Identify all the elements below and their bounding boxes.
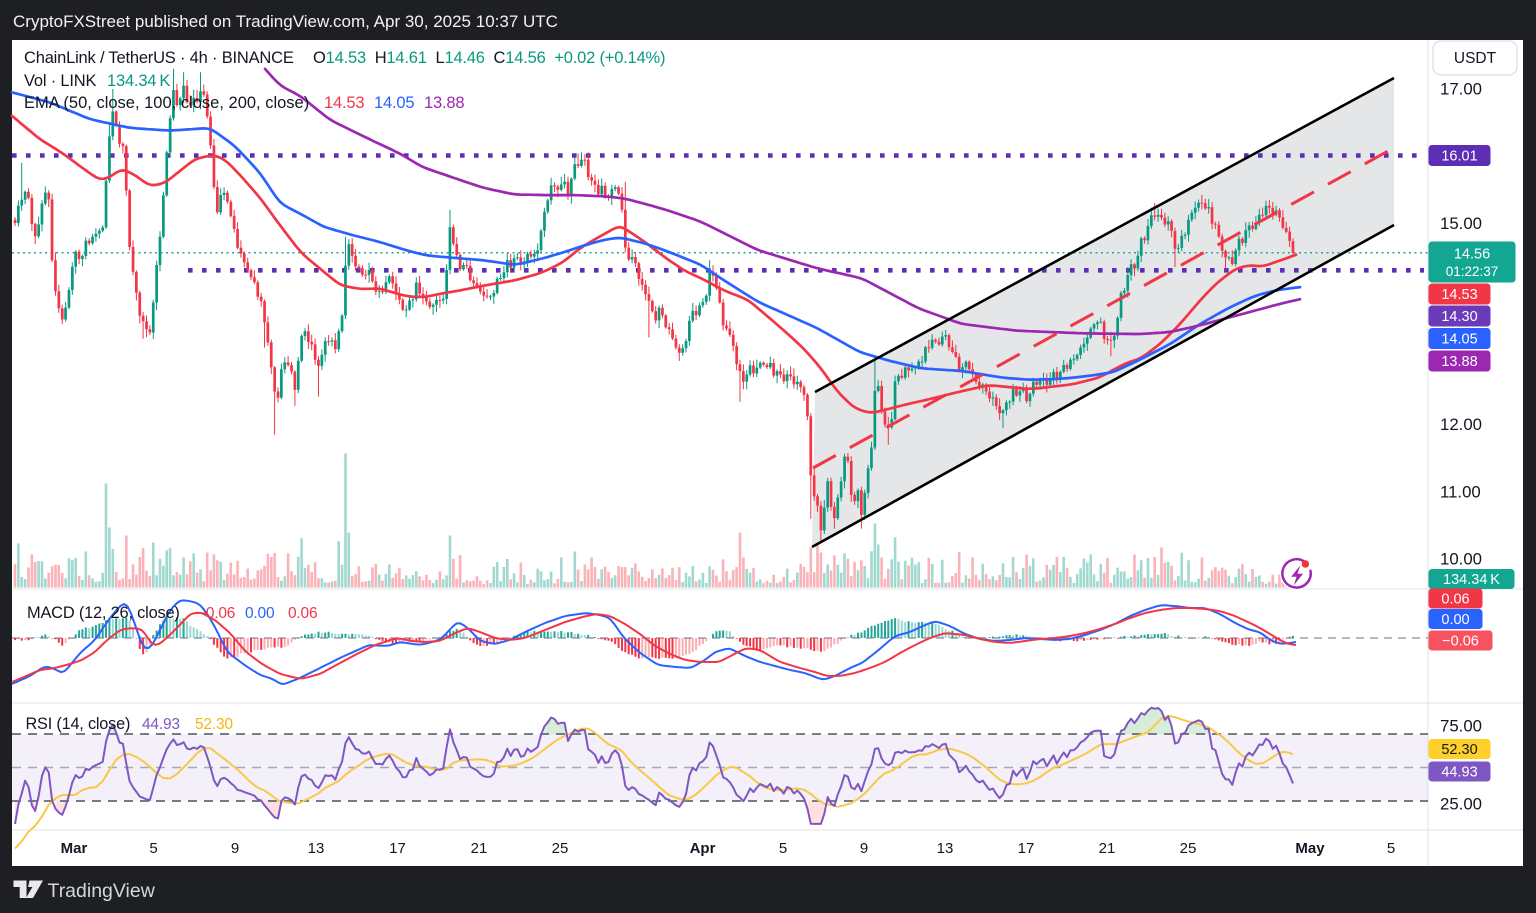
svg-text:0.00: 0.00 bbox=[1441, 612, 1469, 628]
svg-text:−0.06: −0.06 bbox=[1442, 634, 1479, 650]
svg-text:44.93: 44.93 bbox=[142, 716, 180, 733]
svg-text:12.00: 12.00 bbox=[1440, 415, 1482, 434]
svg-text:14.05: 14.05 bbox=[374, 94, 414, 112]
svg-text:5: 5 bbox=[149, 840, 157, 857]
svg-text:Vol · LINK: Vol · LINK bbox=[24, 72, 96, 90]
svg-text:CryptoFXStreet published on Tr: CryptoFXStreet published on TradingView.… bbox=[13, 12, 558, 31]
svg-text:9: 9 bbox=[231, 840, 239, 857]
svg-text:MACD (12, 26, close): MACD (12, 26, close) bbox=[27, 604, 180, 622]
svg-text:10.00: 10.00 bbox=[1440, 550, 1482, 569]
svg-text:25: 25 bbox=[552, 840, 569, 857]
svg-text:44.93: 44.93 bbox=[1441, 765, 1477, 781]
svg-text:25.00: 25.00 bbox=[1440, 795, 1482, 814]
svg-text:5: 5 bbox=[779, 840, 787, 857]
svg-text:USDT: USDT bbox=[1454, 50, 1497, 67]
svg-text:21: 21 bbox=[1099, 840, 1116, 857]
svg-text:O14.53 H14.61 L14.46 C14.56: O14.53 H14.61 L14.46 C14.56 +0.02 (+0.14… bbox=[313, 49, 665, 67]
svg-text:0.06: 0.06 bbox=[288, 605, 317, 622]
svg-text:14.30: 14.30 bbox=[1441, 309, 1477, 325]
svg-text:EMA (50, close, 100, close, 20: EMA (50, close, 100, close, 200, close) bbox=[24, 94, 309, 112]
svg-text:17: 17 bbox=[1018, 840, 1035, 857]
svg-text:17.00: 17.00 bbox=[1440, 80, 1482, 99]
svg-text:16.01: 16.01 bbox=[1441, 149, 1477, 165]
svg-text:0.06: 0.06 bbox=[1441, 592, 1469, 608]
svg-text:13.88: 13.88 bbox=[1441, 354, 1477, 370]
svg-text:ChainLink / TetherUS · 4h · BI: ChainLink / TetherUS · 4h · BINANCE bbox=[24, 49, 294, 67]
svg-text:14.53: 14.53 bbox=[1441, 287, 1477, 303]
svg-text:5: 5 bbox=[1387, 840, 1395, 857]
svg-text:52.30: 52.30 bbox=[195, 716, 233, 733]
svg-text:21: 21 bbox=[471, 840, 488, 857]
svg-text:RSI (14, close): RSI (14, close) bbox=[26, 715, 131, 733]
svg-text:9: 9 bbox=[860, 840, 868, 857]
svg-text:13: 13 bbox=[937, 840, 954, 857]
svg-text:01:22:37: 01:22:37 bbox=[1446, 264, 1499, 279]
svg-text:25: 25 bbox=[1180, 840, 1197, 857]
svg-text:Apr: Apr bbox=[690, 840, 716, 857]
svg-text:14.05: 14.05 bbox=[1441, 332, 1477, 348]
svg-text:−0.06: −0.06 bbox=[197, 605, 235, 622]
svg-text:134.34 K: 134.34 K bbox=[107, 72, 170, 90]
svg-text:13.88: 13.88 bbox=[424, 94, 464, 112]
svg-text:11.00: 11.00 bbox=[1440, 482, 1481, 501]
svg-text:0.00: 0.00 bbox=[245, 605, 275, 622]
svg-text:15.00: 15.00 bbox=[1440, 214, 1482, 233]
svg-text:14.53: 14.53 bbox=[324, 94, 364, 112]
svg-text:13: 13 bbox=[308, 840, 325, 857]
svg-text:134.34 K: 134.34 K bbox=[1443, 572, 1500, 588]
svg-text:May: May bbox=[1295, 840, 1325, 857]
svg-text:17: 17 bbox=[389, 840, 406, 857]
svg-text:14.56: 14.56 bbox=[1454, 247, 1490, 263]
svg-text:52.30: 52.30 bbox=[1441, 742, 1477, 758]
svg-text:Mar: Mar bbox=[61, 840, 88, 857]
svg-text:75.00: 75.00 bbox=[1440, 717, 1482, 736]
svg-text:TradingView: TradingView bbox=[48, 880, 156, 902]
